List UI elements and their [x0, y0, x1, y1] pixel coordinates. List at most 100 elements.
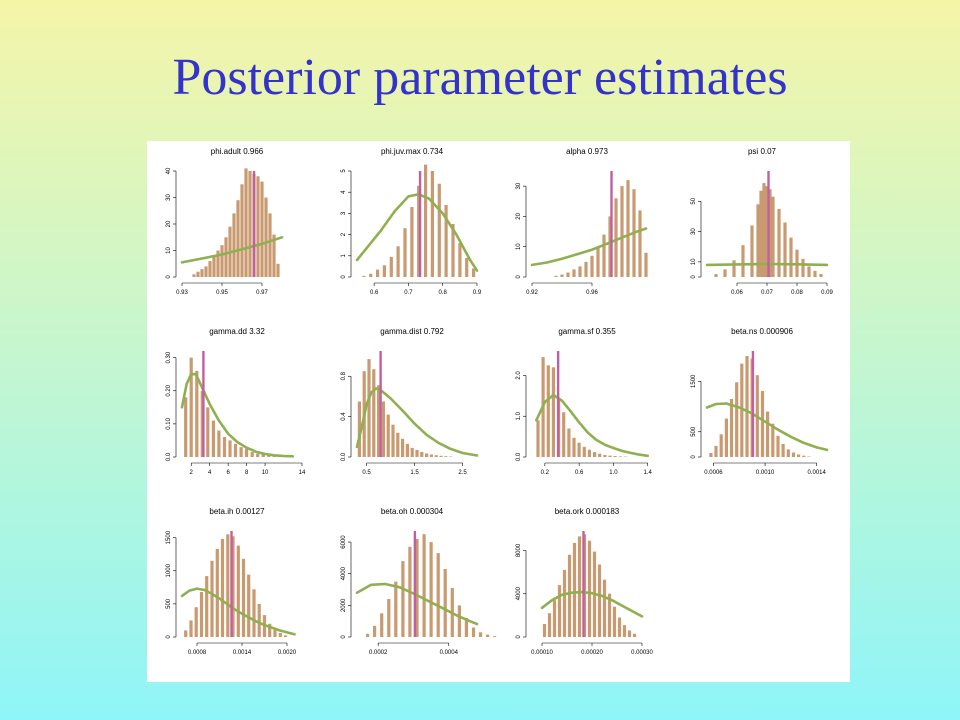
chart-title: psi 0.07: [748, 147, 777, 156]
histogram-bar: [415, 538, 419, 637]
x-tick-label: 1.4: [644, 470, 653, 476]
histogram-bar: [425, 453, 429, 457]
histogram-bar: [366, 633, 370, 637]
histogram-bar: [226, 534, 230, 637]
y-tick-label: 0.4: [341, 412, 347, 421]
histogram-bar: [369, 273, 373, 277]
histogram-bar: [572, 269, 576, 277]
histogram-bar: [472, 268, 476, 277]
histogram-bar: [813, 270, 817, 277]
y-tick-label: 6000: [341, 535, 347, 549]
chart-title: phi.juv.max 0.734: [381, 147, 444, 156]
histogram-bar: [714, 445, 718, 457]
histogram-bar: [567, 428, 571, 457]
slide-title: Posterior parameter estimates: [172, 49, 788, 106]
histogram-bar: [247, 574, 251, 637]
y-tick-label: 2: [341, 232, 347, 236]
histogram-bar: [443, 569, 447, 637]
histogram-bar: [436, 553, 440, 637]
histogram-beta.ns: beta.ns 0.000906 0 500 1500 0.0006 0.0010 0.00…: [691, 327, 829, 476]
x-tick-label: 1.0: [609, 470, 618, 476]
histogram-bar: [377, 385, 381, 457]
prior-density-curve: [530, 227, 648, 267]
x-tick-label: 2: [190, 470, 194, 476]
prior-density-curve: [534, 393, 649, 458]
y-tick-label: 5: [341, 169, 347, 173]
chart-title: gamma.sf 0.355: [558, 327, 616, 336]
histogram-bar: [756, 204, 760, 277]
histogram-bar: [572, 542, 577, 637]
histogram-bar: [241, 558, 246, 637]
histogram-bar: [357, 401, 361, 457]
histogram-bar: [268, 623, 272, 638]
y-tick-label: 0.0: [166, 452, 172, 461]
chart-title-param: beta.ns: [731, 327, 759, 336]
histogram-bar: [391, 424, 395, 457]
y-tick-label: 10: [516, 243, 522, 250]
histogram-bar: [632, 633, 637, 637]
histogram-bar: [759, 190, 763, 277]
histogram-bar: [273, 629, 277, 637]
histogram-bar: [199, 592, 204, 637]
y-tick-label: 500: [166, 598, 172, 609]
histogram-bar: [607, 593, 612, 637]
histogram-bar: [457, 605, 461, 637]
histogram-bar: [603, 455, 607, 457]
prior-density-curve: [705, 262, 829, 267]
histogram-bar: [458, 243, 462, 277]
x-tick-label: 0.0014: [807, 470, 826, 476]
x-tick-label: 0.00010: [531, 650, 553, 656]
histogram-bar: [786, 449, 790, 457]
histogram-bar: [562, 412, 566, 457]
chart-title-estimate: 0.07: [760, 147, 776, 156]
histogram-bar: [260, 181, 264, 277]
chart-title-estimate: 0.000183: [586, 507, 620, 516]
histogram-bar: [587, 540, 592, 637]
histogram-bar: [551, 367, 555, 457]
histogram-bar: [612, 606, 617, 637]
histogram-bar: [244, 168, 248, 277]
prior-density-curve: [705, 402, 829, 452]
histogram-gamma.dd: gamma.dd 3.32 0.0 0.10 0.20 0.30 2 4 6 8 10 14: [166, 327, 306, 476]
histogram-bar: [224, 237, 228, 278]
histogram-bar: [381, 401, 385, 457]
histogram-bar: [577, 536, 582, 637]
y-tick-label: 10: [166, 247, 172, 254]
histogram-bar: [422, 534, 426, 637]
histogram-bar: [577, 442, 581, 457]
histogram-bar: [372, 369, 376, 457]
histogram-bar: [205, 576, 209, 637]
histogram-bar: [222, 437, 227, 457]
histogram-gamma.sf: gamma.sf 0.355 0.0 1.0 2.0 0.2 0.6 1.0 1.4: [516, 327, 653, 476]
histogram-bar: [396, 246, 400, 277]
chart-title: beta.ork 0.000183: [555, 507, 620, 516]
histogram-bar: [250, 452, 254, 457]
histogram-bar: [729, 399, 734, 457]
y-tick-label: 0.20: [166, 384, 172, 396]
y-tick-label: 4: [341, 190, 347, 194]
y-tick-label: 0.0: [516, 452, 522, 461]
histogram-bar: [797, 454, 801, 457]
x-tick-label: 0.0014: [233, 650, 252, 656]
histogram-bar: [552, 600, 557, 637]
histogram-bar: [765, 186, 769, 277]
histogram-bar: [196, 271, 200, 277]
histogram-bar: [493, 636, 497, 637]
histogram-bar: [257, 603, 261, 637]
x-tick-label: 0.00030: [631, 650, 653, 656]
histogram-bar: [617, 617, 622, 637]
histogram-bar: [184, 397, 188, 457]
histogram-bar: [724, 418, 728, 457]
histogram-beta.ih: beta.ih 0.00127 0 500 1000 1500 0.0008 0.0014 0…: [166, 507, 297, 656]
histogram-bar: [212, 255, 216, 277]
y-tick-label: 8000: [516, 543, 522, 557]
chart-title-estimate: 0.00127: [236, 507, 265, 516]
histogram-bar: [572, 437, 576, 457]
histogram-bar: [807, 266, 811, 277]
prior-density-curve: [180, 587, 296, 636]
histogram-bar: [740, 363, 744, 457]
x-tick-label: 0.0010: [756, 470, 775, 476]
histogram-bar: [777, 208, 781, 277]
chart-title-param: gamma.sf: [558, 327, 595, 336]
